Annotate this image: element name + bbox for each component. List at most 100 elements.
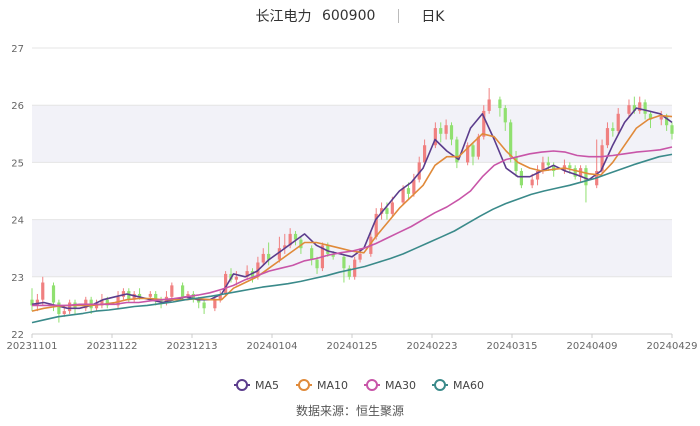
candle-body: [68, 302, 72, 312]
y-tick-label: 24: [11, 216, 24, 227]
candle-body: [423, 145, 427, 163]
candle-body: [57, 302, 61, 314]
candle-body: [180, 285, 185, 297]
legend-marker-ma10: [298, 379, 310, 391]
candle-body: [261, 253, 265, 263]
candle-body: [670, 125, 674, 134]
candle-body: [374, 213, 378, 237]
candle-body: [390, 202, 394, 214]
candle-body: [573, 168, 577, 177]
candle-body: [514, 156, 518, 171]
candle-body: [476, 136, 480, 157]
x-tick-label: 20240315: [487, 341, 538, 352]
stock-name: 长江电力: [255, 9, 312, 25]
candle-body: [568, 165, 572, 169]
candle-body: [170, 285, 174, 297]
candle-body: [643, 102, 647, 114]
candle-body: [498, 99, 502, 109]
source-label: 数据来源：: [295, 404, 356, 418]
candle-body: [401, 188, 405, 203]
candle-body: [234, 276, 238, 280]
chart-header: 长江电力 600900 日K: [0, 6, 700, 26]
candle-body: [30, 299, 34, 306]
candle-body: [100, 299, 104, 306]
x-tick-label: 20240223: [407, 341, 458, 352]
legend-label-ma5: MA5: [255, 379, 279, 392]
candle-body: [665, 116, 669, 126]
candle-body: [584, 168, 588, 186]
candle-body: [638, 102, 642, 111]
candle-body: [509, 122, 513, 157]
candle-body: [326, 245, 330, 254]
stock-code: 600900: [321, 8, 376, 24]
x-tick-label: 20231213: [167, 341, 218, 352]
candle-body: [347, 268, 351, 277]
candle-body: [600, 145, 604, 171]
candle-body: [519, 170, 524, 186]
header-divider: [397, 9, 399, 23]
candle-body: [546, 162, 550, 166]
source-value: 恒生聚源: [356, 404, 405, 418]
candle-body: [41, 282, 45, 300]
candle-body: [385, 208, 389, 214]
period-label: 日K: [421, 9, 445, 25]
y-tick-label: 22: [11, 330, 24, 341]
legend-marker-ma30: [366, 379, 378, 391]
candle-body: [605, 128, 610, 146]
candle-body: [105, 299, 109, 306]
candle-body: [342, 256, 346, 269]
legend-marker-ma5: [236, 379, 248, 391]
candle-body: [659, 116, 663, 120]
legend-marker-ma60: [434, 379, 446, 391]
grid-band: [32, 219, 672, 277]
candle-body: [541, 162, 545, 171]
candle-body: [406, 188, 411, 194]
candle-body: [121, 291, 126, 297]
candle-body: [132, 293, 136, 300]
candle-body: [186, 293, 190, 297]
candle-body: [439, 128, 443, 134]
candle-body: [611, 128, 615, 131]
series-line-ma60: [31, 153, 673, 324]
y-tick-label: 25: [11, 158, 24, 169]
candle-body: [331, 253, 335, 257]
x-tick-label: 20240104: [247, 341, 298, 352]
x-tick-label: 20240125: [327, 341, 378, 352]
x-tick-label: 20240409: [567, 341, 618, 352]
legend-label-ma10: MA10: [317, 379, 348, 392]
candle-body: [530, 179, 534, 186]
candle-body: [137, 293, 142, 297]
candle-body: [245, 271, 249, 277]
candle-body: [433, 128, 437, 146]
candle-body: [94, 305, 99, 309]
candle-body: [191, 293, 195, 300]
source-note: 数据来源：恒生聚源: [0, 402, 700, 419]
candle-body: [293, 233, 298, 240]
candle-body: [288, 233, 292, 246]
series-line-ma30: [32, 146, 673, 307]
y-tick-label: 27: [11, 44, 24, 55]
candle-body: [466, 145, 470, 163]
candle-body: [154, 293, 158, 300]
candle-body: [310, 248, 314, 260]
legend-label-ma60: MA60: [453, 379, 484, 392]
candle-body: [267, 253, 271, 260]
candle-body: [552, 165, 556, 171]
candle-body: [482, 110, 486, 137]
candle-body: [616, 113, 620, 131]
candle-body: [632, 105, 636, 111]
series-line-ma5: [31, 107, 673, 310]
candle-body: [277, 248, 281, 260]
candle-body: [127, 291, 131, 300]
candle-body: [35, 299, 39, 306]
candle-body: [315, 259, 319, 269]
candle-body: [159, 299, 163, 303]
candle-body: [62, 311, 66, 314]
candle-body: [648, 113, 653, 120]
candle-body: [218, 293, 222, 300]
candle-body: [202, 302, 206, 309]
candle-body: [444, 125, 448, 134]
candle-body: [213, 299, 217, 309]
x-tick-label: 20231101: [7, 341, 58, 352]
